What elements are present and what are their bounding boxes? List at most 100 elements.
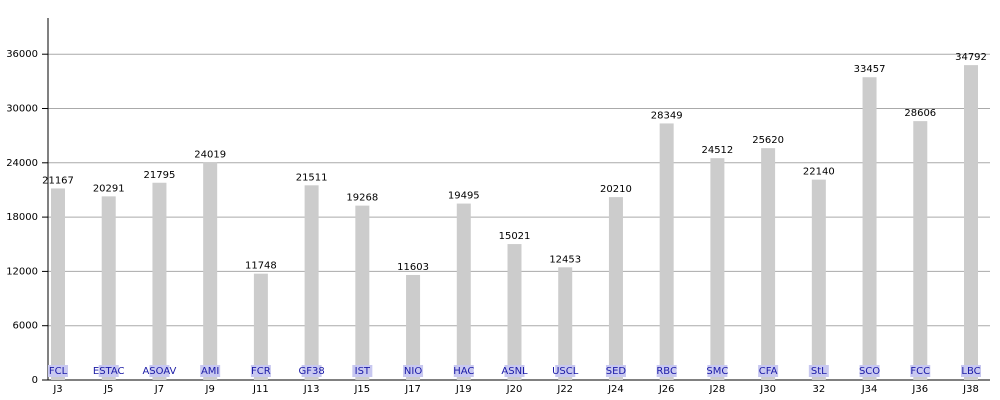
x-tick-label: J15 xyxy=(353,384,370,395)
opponent-label: SCO xyxy=(859,366,880,377)
opponent-bg xyxy=(403,365,424,377)
opponent-bg xyxy=(200,365,221,377)
bar xyxy=(152,182,167,380)
value-label: 34792 xyxy=(955,52,987,63)
y-tick-label: 6000 xyxy=(13,321,38,332)
x-tick-label: J7 xyxy=(154,384,164,395)
bar xyxy=(406,274,421,380)
bar xyxy=(811,179,826,380)
opponent-bg xyxy=(758,365,779,377)
opponent-bg xyxy=(555,365,576,377)
x-tick-label: 32 xyxy=(812,384,825,395)
x-tick-label: J38 xyxy=(962,384,979,395)
opponent-label: ASOAV xyxy=(142,366,176,377)
value-label: 22140 xyxy=(803,167,835,178)
bar xyxy=(203,162,218,380)
opponent-label: FCC xyxy=(910,366,930,377)
bar xyxy=(253,273,268,380)
opponent-bg xyxy=(961,365,981,377)
opponent-label: FCR xyxy=(251,366,271,377)
opponent-label: GF38 xyxy=(298,366,324,377)
opponent-bg xyxy=(301,365,322,377)
y-tick-label: 0 xyxy=(32,375,38,386)
bar xyxy=(659,123,674,380)
value-label: 11748 xyxy=(245,261,277,272)
x-tick-label: J11 xyxy=(252,384,269,395)
bar xyxy=(507,244,522,380)
opponent-label: NIO xyxy=(404,366,422,377)
x-tick-label: J20 xyxy=(506,384,523,395)
opponent-label: FCL xyxy=(49,366,68,377)
y-tick-label: 12000 xyxy=(6,266,38,277)
x-tick-label: J30 xyxy=(759,384,776,395)
value-label: 21511 xyxy=(296,172,328,183)
opponent-label: StL xyxy=(811,366,827,377)
x-tick-label: J9 xyxy=(205,384,215,395)
opponent-label: SMC xyxy=(706,366,728,377)
opponent-bg xyxy=(707,365,728,377)
x-tick-label: J24 xyxy=(607,384,624,395)
x-tick-label: J28 xyxy=(709,384,726,395)
opponent-bg xyxy=(250,365,271,377)
value-label: 19268 xyxy=(346,193,378,204)
x-tick-label: J5 xyxy=(103,384,113,395)
value-label: 33457 xyxy=(854,64,886,75)
opponent-label: ASNL xyxy=(501,366,528,377)
opponent-label: CFA xyxy=(759,366,778,377)
opponent-label: HAC xyxy=(453,366,474,377)
opponent-label: LBC xyxy=(961,366,980,377)
bar xyxy=(304,185,319,380)
bar xyxy=(964,65,978,381)
opponent-label: ESTAC xyxy=(93,366,125,377)
y-tick-label: 36000 xyxy=(6,49,38,60)
x-tick-label: J17 xyxy=(404,384,421,395)
bar xyxy=(558,267,573,380)
value-label: 15021 xyxy=(499,231,531,242)
value-label: 28349 xyxy=(651,110,683,121)
bar xyxy=(101,196,116,380)
bar xyxy=(710,158,725,380)
opponent-bg xyxy=(808,365,829,377)
x-tick-label: J36 xyxy=(911,384,928,395)
bar xyxy=(355,205,370,380)
x-tick-label: J22 xyxy=(556,384,573,395)
x-tick-label: J13 xyxy=(303,384,320,395)
bar xyxy=(51,188,65,380)
value-label: 24512 xyxy=(701,145,733,156)
y-tick-label: 24000 xyxy=(6,158,38,169)
value-label: 11603 xyxy=(397,262,429,273)
value-label: 25620 xyxy=(752,135,784,146)
value-label: 24019 xyxy=(194,150,226,161)
bar xyxy=(608,197,623,380)
opponent-label: AMI xyxy=(201,366,219,377)
opponent-bg xyxy=(859,365,880,377)
opponent-bg xyxy=(504,365,525,377)
x-tick-label: J19 xyxy=(455,384,472,395)
y-tick-label: 30000 xyxy=(6,104,38,115)
opponent-label: IST xyxy=(355,366,371,377)
bar xyxy=(862,77,877,381)
bar xyxy=(761,148,776,380)
x-tick-label: J26 xyxy=(658,384,675,395)
bar xyxy=(913,121,928,381)
value-label: 19495 xyxy=(448,191,480,202)
opponent-label: USCL xyxy=(552,366,579,377)
value-label: 20291 xyxy=(93,183,125,194)
value-label: 21795 xyxy=(144,170,176,181)
value-label: 28606 xyxy=(904,108,936,119)
opponent-label: RBC xyxy=(656,366,677,377)
opponent-bg xyxy=(910,365,931,377)
value-label: 20210 xyxy=(600,184,632,195)
x-tick-label: J34 xyxy=(861,384,878,395)
opponent-bg xyxy=(605,365,626,377)
opponent-bg xyxy=(352,365,373,377)
y-tick-label: 18000 xyxy=(6,212,38,223)
value-label: 21167 xyxy=(42,175,74,186)
opponent-bg xyxy=(656,365,677,377)
opponent-bg xyxy=(453,365,474,377)
x-tick-label: J3 xyxy=(52,384,62,395)
opponent-bg xyxy=(48,365,68,377)
bar xyxy=(456,203,471,380)
value-label: 12453 xyxy=(549,254,581,265)
